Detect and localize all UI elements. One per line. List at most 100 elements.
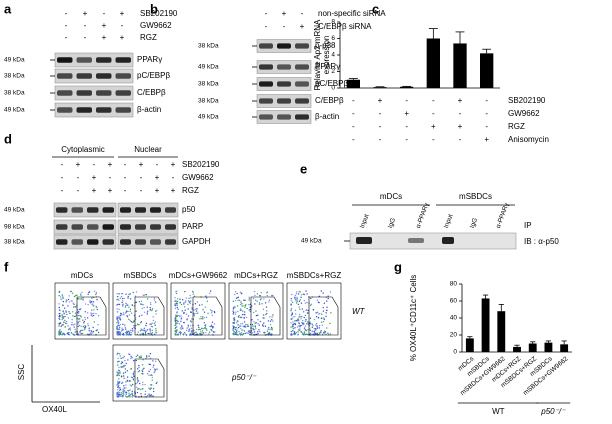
group-label: mSBDCs [459, 192, 492, 201]
flow-dot [155, 332, 158, 334]
flow-dot [243, 299, 245, 301]
blot-band [295, 64, 309, 70]
flow-dot [121, 382, 123, 385]
flow-dot [210, 312, 213, 314]
flow-dot [196, 333, 198, 335]
flow-dot [296, 296, 298, 299]
blot-strip [53, 202, 117, 218]
flow-dot [58, 303, 60, 305]
sign: - [77, 173, 80, 182]
flow-dot [176, 315, 179, 318]
flow-dot [267, 320, 270, 322]
flow-dot [131, 394, 134, 397]
flow-dot [236, 333, 238, 336]
flow-dot [146, 310, 149, 312]
blot-band [115, 73, 131, 79]
flow-dot [301, 308, 304, 310]
flow-dot [134, 295, 137, 297]
flow-dot [176, 304, 178, 306]
flow-dot [71, 292, 74, 294]
flow-dot [247, 324, 249, 326]
flow-dot [69, 329, 72, 331]
flow-dot [125, 381, 127, 383]
flow-dot [176, 298, 179, 300]
flow-dot [306, 293, 308, 295]
flow-dot [255, 314, 258, 317]
plot-title: mDCs+RGZ [234, 271, 278, 280]
flow-dot [258, 303, 261, 305]
flow-dot [95, 292, 97, 294]
flow-dot [291, 301, 294, 304]
flow-dot [181, 310, 183, 312]
flow-dot [117, 324, 119, 326]
flow-dot [116, 326, 118, 329]
gate [134, 296, 165, 336]
flow-dot [149, 388, 151, 390]
flow-dot [188, 334, 191, 336]
flow-dot [142, 304, 144, 306]
flow-dot [182, 334, 185, 336]
flow-dot [63, 321, 65, 323]
blot-band [135, 207, 146, 213]
blot-label: β-actin [315, 112, 339, 121]
flow-dot [234, 326, 237, 329]
flow-dot [312, 309, 315, 311]
flow-dot [304, 320, 306, 322]
flow-dot [90, 301, 93, 303]
flow-dot [248, 330, 250, 332]
flow-dot [269, 323, 272, 326]
flow-dot [119, 355, 122, 357]
flow-dot [300, 316, 302, 318]
flow-dot [297, 333, 299, 336]
flow-dot [151, 332, 154, 334]
flow-dot [127, 353, 130, 355]
flow-dot [117, 382, 119, 385]
flow-dot [320, 330, 322, 332]
flow-dot [189, 294, 191, 297]
flow-dot [66, 313, 68, 316]
flow-dot [184, 301, 186, 304]
flow-dot [122, 374, 125, 377]
flow-dot [203, 322, 205, 324]
flow-dot [58, 314, 61, 317]
blot-band [76, 73, 92, 79]
flow-dot [242, 325, 244, 327]
bar [560, 344, 569, 352]
flow-dot [240, 331, 243, 334]
blot-label: p-p38 [315, 41, 336, 50]
flow-dot [239, 332, 241, 334]
flow-dot [300, 296, 302, 298]
blot-band [71, 224, 83, 230]
flow-dot [96, 306, 98, 309]
flow-dot [90, 330, 92, 332]
sign: + [282, 9, 287, 18]
flow-dot [139, 330, 142, 332]
flow-dot [152, 360, 154, 362]
flow-dot [121, 327, 123, 329]
flow-dot [117, 389, 119, 391]
flow-dot [148, 393, 150, 395]
flow-dot [128, 293, 130, 296]
flow-dot [118, 391, 120, 394]
flow-dot [120, 295, 123, 298]
flow-dot [257, 319, 259, 321]
flow-dot [77, 323, 79, 325]
flow-dot [254, 303, 256, 305]
flow-dot [313, 331, 316, 333]
flow-dot [124, 359, 126, 362]
flow-dot [193, 315, 196, 317]
flow-dot [149, 352, 152, 355]
flow-dot [253, 331, 256, 333]
flow-dot [144, 390, 147, 393]
flow-dot [130, 334, 132, 336]
flow-dot [319, 333, 321, 335]
flow-dot [300, 302, 303, 304]
flow-dot [136, 382, 139, 384]
sign: + [76, 160, 81, 169]
flow-dot [156, 381, 158, 384]
flow-dot [271, 333, 273, 335]
flow-dot [140, 328, 142, 330]
sign: - [352, 109, 355, 118]
flow-dot [176, 329, 178, 331]
flow-dot [252, 325, 254, 327]
